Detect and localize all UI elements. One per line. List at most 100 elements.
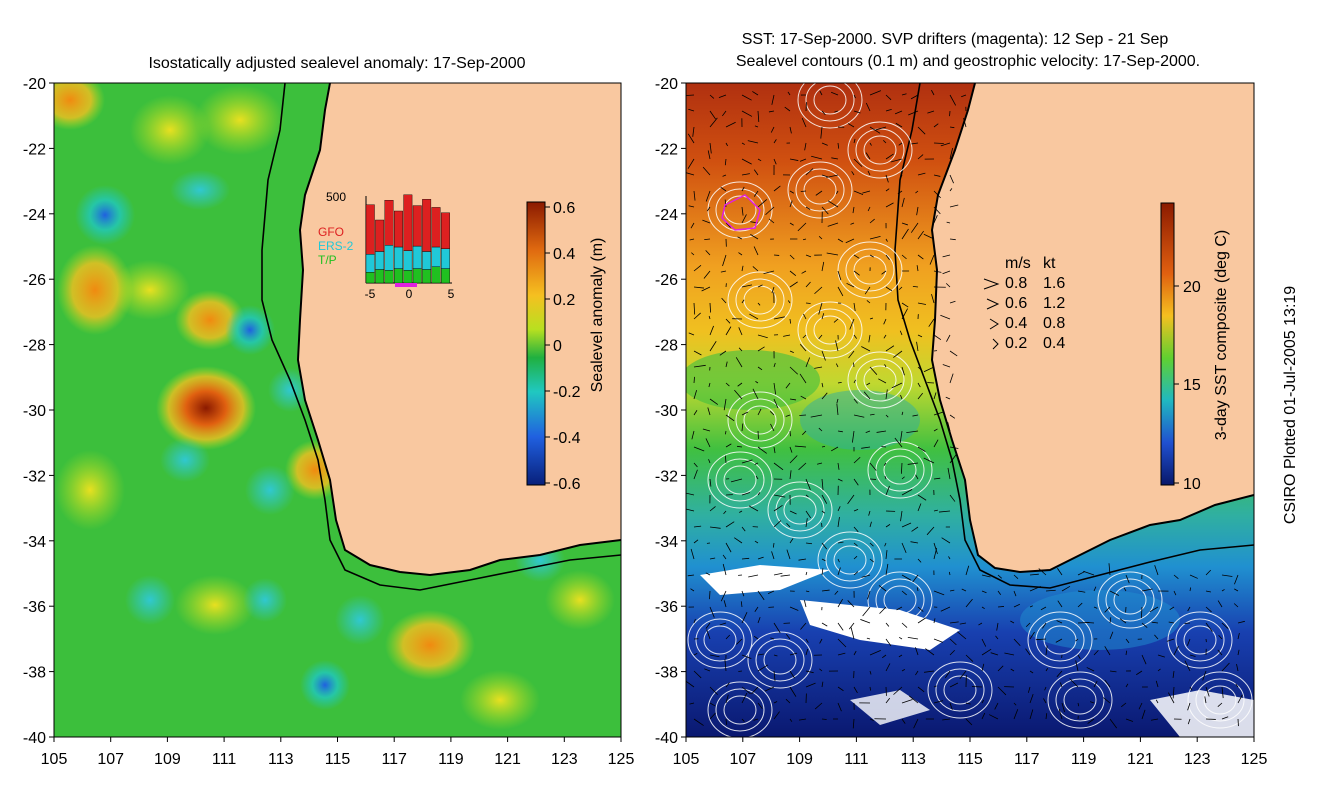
right-y-tick: -36 (655, 599, 678, 616)
right-x-tick: 105 (673, 751, 700, 768)
right-y-tick: -34 (655, 534, 678, 551)
left-isobath (261, 83, 621, 591)
left-colorbar-tick: 0.2 (553, 292, 575, 309)
inset-bar-segment (422, 269, 432, 284)
right-colorbar-tick: 20 (1183, 279, 1201, 296)
right-x-tick: 111 (844, 751, 868, 768)
left-y-tick: -34 (23, 534, 46, 551)
speed-legend-arrow-icon (989, 318, 999, 330)
left-x-tick: 115 (325, 751, 351, 768)
inset-bar-segment (441, 212, 450, 250)
inset-bar-segment (394, 246, 403, 269)
right-y-tick: -28 (655, 338, 678, 355)
left-x-tick: 117 (381, 751, 407, 768)
left-panel-title: Isostatically adjusted sealevel anomaly:… (148, 55, 525, 72)
left-y-tick: -28 (23, 338, 46, 355)
inset-bar-segment (384, 199, 394, 246)
inset-bar-segment (384, 270, 394, 284)
right-y-tick: -30 (655, 403, 678, 420)
inset-x-tick: -5 (365, 287, 376, 301)
right-colorbar-label: 3-day SST composite (deg C) (1213, 230, 1230, 440)
inset-bar-segment (441, 268, 450, 284)
speed-legend: m/s kt 0.8 1.6 0.6 1.2 0.4 0.8 0.2 0.4 (983, 255, 1065, 352)
left-land-australia (298, 83, 621, 575)
inset-bar-segment (365, 204, 375, 255)
left-colorbar-tick: -0.4 (553, 430, 581, 447)
left-y-tick: -36 (23, 599, 46, 616)
speed-legend-header-ms: m/s (1005, 255, 1031, 272)
left-y-tick: -22 (23, 141, 46, 158)
left-x-tick: 121 (494, 751, 521, 768)
inset-drifter-marker (395, 283, 417, 287)
speed-legend-kt: 1.2 (1043, 295, 1065, 312)
inset-bar-segment (394, 268, 403, 284)
left-x-tick: 111 (212, 751, 236, 768)
left-colorbar-tick: 0.4 (553, 246, 575, 263)
left-colorbar-tick: 0 (553, 338, 562, 355)
inset-bar-segment (375, 251, 385, 270)
left-x-axis: 105 107 109 111 113 115 117 119 121 123 125 (41, 737, 635, 768)
right-x-tick: 121 (1127, 751, 1154, 768)
inset-bar-segment (384, 244, 394, 271)
inset-bar-segment (394, 210, 403, 248)
right-panel-title-line1: SST: 17-Sep-2000. SVP drifters (magenta)… (742, 31, 1169, 48)
right-isobath (894, 83, 1254, 589)
inset-bar-segment (375, 269, 385, 284)
left-x-tick: 125 (608, 751, 635, 768)
left-x-tick: 109 (154, 751, 181, 768)
inset-legend-tp: T/P (318, 253, 337, 267)
speed-legend-kt: 1.6 (1043, 275, 1065, 292)
right-land-australia (932, 83, 1254, 572)
right-x-tick: 119 (1071, 751, 1097, 768)
left-y-tick: -32 (23, 468, 46, 485)
inset-bar-segment (403, 250, 413, 271)
left-colorbar-tick: -0.6 (553, 476, 581, 493)
right-map-panel: SST: 17-Sep-2000. SVP drifters (magenta)… (655, 31, 1268, 768)
left-map-panel: Isostatically adjusted sealevel anomaly:… (23, 55, 635, 768)
inset-bar-segment (431, 207, 441, 248)
left-y-tick: -20 (23, 76, 46, 93)
altimeter-inset-chart: 500 -5 0 5 GFO ERS-2 T/P (318, 190, 455, 301)
speed-legend-ms: 0.4 (1005, 315, 1027, 332)
speed-legend-kt: 0.8 (1043, 315, 1065, 332)
right-y-tick: -38 (655, 665, 678, 682)
speed-legend-ms: 0.6 (1005, 295, 1027, 312)
left-y-axis: -20 -22 -24 -26 -28 -30 -32 -34 -36 -38 -40 (23, 76, 54, 747)
left-x-tick: 119 (438, 751, 464, 768)
right-y-axis: -20 -22 -24 -26 -28 -30 -32 -34 -36 -38 -40 (655, 76, 686, 747)
inset-legend-gfo: GFO (318, 225, 344, 239)
inset-bar-segment (403, 270, 413, 284)
left-y-tick: -40 (23, 730, 46, 747)
inset-bar-segment (375, 219, 385, 252)
inset-bar-segment (441, 248, 450, 269)
left-colorbar: 0.6 0.4 0.2 0 -0.2 -0.4 -0.6 Sealevel anomaly … (526, 200, 606, 493)
inset-bar-segment (431, 266, 441, 284)
inset-y-max-label: 500 (326, 190, 346, 204)
right-panel-title-line2: Sealevel contours (0.1 m) and geostrophi… (736, 53, 1200, 70)
right-x-tick: 107 (729, 751, 756, 768)
left-y-tick: -38 (23, 665, 46, 682)
left-y-tick: -30 (23, 403, 46, 420)
left-x-tick: 123 (551, 751, 578, 768)
right-y-tick: -24 (655, 207, 678, 224)
speed-legend-arrow-icon (992, 338, 999, 350)
right-colorbar-tick: 10 (1183, 476, 1201, 493)
right-y-tick: -26 (655, 272, 678, 289)
speed-legend-ms: 0.2 (1005, 335, 1027, 352)
right-x-tick: 125 (1241, 751, 1268, 768)
inset-bar-segment (431, 246, 441, 267)
inset-bar-segment (422, 199, 432, 252)
inset-bar-segment (412, 268, 422, 284)
left-y-tick: -24 (23, 207, 46, 224)
inset-x-tick: 5 (448, 287, 455, 301)
right-y-tick: -32 (655, 468, 678, 485)
right-x-axis: 105 107 109 111 113 115 117 119 121 123 125 (673, 737, 1268, 768)
left-y-tick: -26 (23, 272, 46, 289)
left-colorbar-tick: -0.2 (553, 384, 581, 401)
right-x-tick: 117 (1014, 751, 1040, 768)
left-x-tick: 105 (41, 751, 68, 768)
inset-bar-segment (403, 194, 413, 251)
right-x-tick: 115 (957, 751, 983, 768)
svp-drifter-track (721, 194, 761, 231)
